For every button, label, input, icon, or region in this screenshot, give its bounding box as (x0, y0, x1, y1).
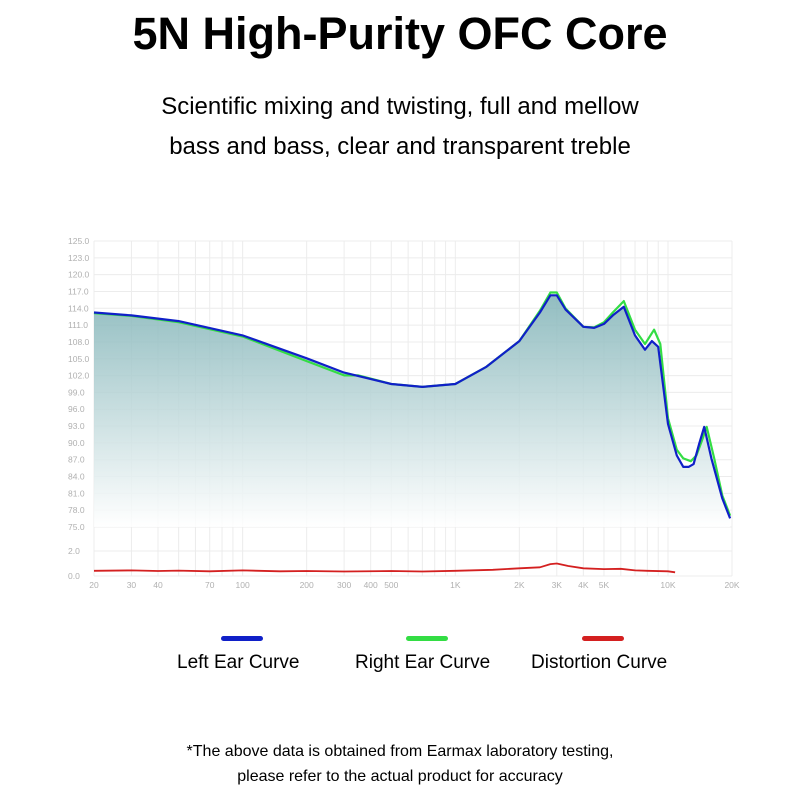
y-tick-label: 108.0 (68, 337, 90, 347)
x-tick-label: 10K (660, 580, 675, 590)
y-tick-label: 93.0 (68, 421, 85, 431)
footnote: *The above data is obtained from Earmax … (0, 739, 800, 789)
frequency-response-chart: 125.0 123.0 120.0 117.0 114.0 111.0 108.0 105.0… (68, 236, 740, 590)
x-tick-label: 30 (127, 580, 137, 590)
y-tick-label: 123.0 (68, 253, 90, 263)
subtitle: Scientific mixing and twisting, full and… (0, 87, 800, 167)
footnote-line-1: *The above data is obtained from Earmax … (186, 743, 614, 760)
legend-label-left: Left Ear Curve (177, 652, 300, 673)
y-tick-label: 84.0 (68, 472, 85, 482)
y-tick-label: 96.0 (68, 404, 85, 414)
x-tick-label: 3K (552, 580, 563, 590)
x-tick-label: 200 (300, 580, 314, 590)
x-tick-label: 20 (89, 580, 99, 590)
y-tick-label: 102.0 (68, 371, 90, 381)
x-tick-label: 40 (153, 580, 163, 590)
x-tick-label: 70 (205, 580, 215, 590)
legend-swatch-right (406, 636, 448, 641)
y-tick-label: 117.0 (68, 286, 89, 296)
y-tick-label: 78.0 (68, 505, 85, 515)
x-tick-label: 500 (384, 580, 398, 590)
chart-area-fill (94, 295, 731, 527)
legend-swatch-distortion (582, 636, 624, 641)
y-tick-label: 114.0 (68, 303, 89, 313)
x-tick-label: 20K (724, 580, 739, 590)
y-tick-label: 105.0 (68, 354, 90, 364)
subtitle-line-2: bass and bass, clear and transparent tre… (169, 133, 631, 160)
legend-label-right: Right Ear Curve (355, 652, 491, 673)
y-axis-ticks: 125.0 123.0 120.0 117.0 114.0 111.0 108.0 105.0… (68, 236, 90, 581)
x-tick-label: 400 (364, 580, 378, 590)
chart-series (93, 291, 732, 574)
y-tick-label: 99.0 (68, 387, 85, 397)
y-tick-label: 120.0 (68, 270, 90, 280)
x-tick-label: 300 (337, 580, 351, 590)
y-tick-label-distortion: 0.0 (68, 571, 80, 581)
legend-swatch-left (221, 636, 263, 641)
y-tick-label: 81.0 (68, 488, 85, 498)
response-area-fill (94, 295, 731, 527)
y-tick-label: 111.0 (68, 320, 88, 330)
chart-legend: Left Ear Curve Right Ear Curve Distortio… (0, 630, 800, 680)
x-tick-label: 5K (599, 580, 610, 590)
y-tick-label: 75.0 (68, 522, 85, 532)
distortion-line (93, 562, 676, 574)
x-tick-label: 2K (514, 580, 525, 590)
x-tick-label: 1K (450, 580, 461, 590)
x-axis-ticks: 20 30 40 70 100 200 300 400 500 1K 2K 3K 4K 5K 10K 20K (89, 580, 740, 590)
legend-label-distortion: Distortion Curve (531, 652, 668, 673)
y-tick-label-distortion: 2.0 (68, 546, 80, 556)
page-title: 5N High-Purity OFC Core (132, 8, 668, 59)
y-tick-label: 125.0 (68, 236, 90, 246)
left-ear-line (93, 294, 732, 519)
y-tick-label: 90.0 (68, 438, 85, 448)
subtitle-line-1: Scientific mixing and twisting, full and… (161, 93, 639, 120)
x-tick-label: 100 (236, 580, 250, 590)
y-tick-label: 87.0 (68, 455, 85, 465)
x-tick-label: 4K (578, 580, 589, 590)
footnote-line-2: please refer to the actual product for a… (237, 768, 563, 785)
